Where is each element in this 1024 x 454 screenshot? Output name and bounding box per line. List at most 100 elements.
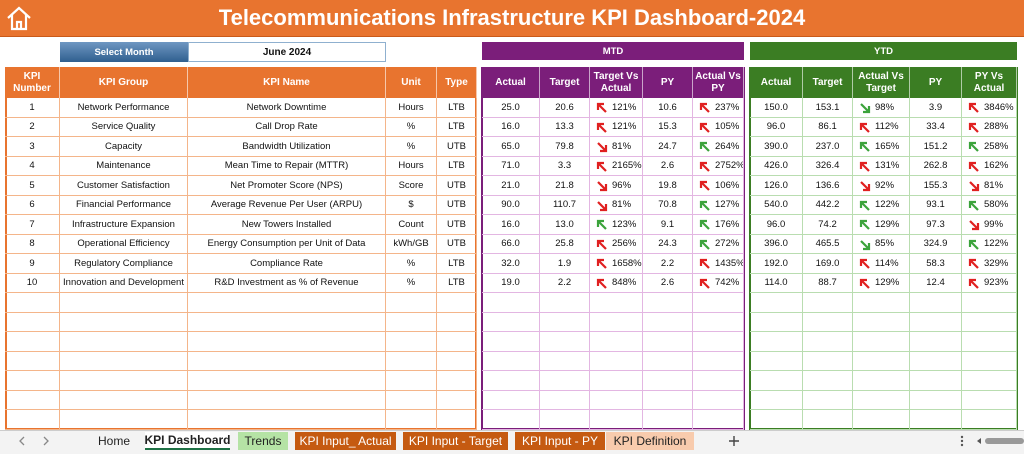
table-cell: 24.3 xyxy=(643,234,693,254)
table-cell: Bandwidth Utilization xyxy=(188,137,386,157)
table-cell: LTB xyxy=(437,117,477,137)
empty-cell xyxy=(590,293,643,313)
table-cell: 390.0 xyxy=(750,137,803,157)
empty-cell xyxy=(750,293,803,313)
empty-cell xyxy=(643,312,693,332)
ytd-header: YTD xyxy=(750,42,1017,60)
scrollbar[interactable] xyxy=(955,434,1024,448)
table-cell: 16.0 xyxy=(482,215,540,235)
table-cell: Count xyxy=(386,215,437,235)
sheet-tab[interactable]: KPI Definition xyxy=(606,432,694,450)
table-cell: Service Quality xyxy=(60,117,188,137)
column-header: Actual xyxy=(750,67,803,98)
status-arrow xyxy=(699,180,710,191)
empty-cell xyxy=(750,351,803,371)
empty-cell xyxy=(60,410,188,430)
table-cell: LTB xyxy=(437,156,477,176)
table-cell: 2.6 xyxy=(643,273,693,293)
table-cell: 2.2 xyxy=(643,254,693,274)
status-arrow xyxy=(969,220,980,231)
empty-cell xyxy=(188,410,386,430)
empty-cell xyxy=(803,410,853,430)
tab-nav[interactable] xyxy=(14,434,54,448)
status-arrow xyxy=(699,141,710,152)
empty-cell xyxy=(188,371,386,391)
empty-cell xyxy=(5,371,60,391)
sheet-tab[interactable]: KPI Dashboard xyxy=(145,432,231,450)
table-cell: 110.7 xyxy=(540,195,590,215)
empty-cell xyxy=(853,293,910,313)
status-arrow xyxy=(968,161,979,172)
table-cell: 272% xyxy=(693,234,744,254)
empty-cell xyxy=(643,390,693,410)
status-arrow xyxy=(699,239,710,250)
select-month[interactable]: June 2024 xyxy=(188,42,386,62)
empty-cell xyxy=(643,351,693,371)
table-cell: New Towers Installed xyxy=(188,215,386,235)
empty-cell xyxy=(60,390,188,410)
table-cell: 8 xyxy=(5,234,60,254)
table-cell: $ xyxy=(386,195,437,215)
title: Telecommunications Infrastructure KPI Da… xyxy=(218,5,806,30)
empty-cell xyxy=(910,293,962,313)
empty-cell xyxy=(60,371,188,391)
table-cell: 848% xyxy=(590,273,643,293)
table-cell: Operational Efficiency xyxy=(60,234,188,254)
home-icon[interactable] xyxy=(5,4,33,32)
add-sheet[interactable] xyxy=(727,434,741,448)
sheet-tab[interactable]: KPI Input - PY xyxy=(515,432,605,450)
column-header: KPI Number xyxy=(5,67,60,98)
table-cell: kWh/GB xyxy=(386,234,437,254)
table-cell: 1658% xyxy=(590,254,643,274)
table-cell: 3.3 xyxy=(540,156,590,176)
empty-cell xyxy=(853,351,910,371)
empty-cell xyxy=(188,312,386,332)
table-cell: 580% xyxy=(962,195,1017,215)
empty-cell xyxy=(437,293,477,313)
table-cell: 13.3 xyxy=(540,117,590,137)
sheet-tab[interactable]: KPI Input - Target xyxy=(403,432,508,450)
table-cell: 90.0 xyxy=(482,195,540,215)
empty-cell xyxy=(60,351,188,371)
empty-cell xyxy=(910,332,962,352)
empty-cell xyxy=(590,351,643,371)
sheet-tab[interactable]: KPI Input_ Actual xyxy=(295,432,396,450)
status-arrow xyxy=(699,219,710,230)
table-cell: LTB xyxy=(437,273,477,293)
table-cell: 92% xyxy=(853,176,910,196)
column-header: Target xyxy=(803,67,853,98)
empty-cell xyxy=(386,410,437,430)
sheet-tab[interactable]: Trends xyxy=(238,432,288,450)
status-arrow xyxy=(968,278,979,289)
table-cell: 2165% xyxy=(590,156,643,176)
empty-cell xyxy=(540,293,590,313)
empty-cell xyxy=(482,293,540,313)
table-cell: % xyxy=(386,273,437,293)
table-cell: Network Performance xyxy=(60,98,188,118)
table-cell: 127% xyxy=(693,195,744,215)
status-arrow xyxy=(859,278,870,289)
table-cell: 81% xyxy=(962,176,1017,196)
empty-cell xyxy=(962,371,1017,391)
empty-cell xyxy=(386,293,437,313)
table-cell: 32.0 xyxy=(482,254,540,274)
table-cell: 192.0 xyxy=(750,254,803,274)
empty-cell xyxy=(540,390,590,410)
table-cell: 9.1 xyxy=(643,215,693,235)
table-cell: Customer Satisfaction xyxy=(60,176,188,196)
table-cell: Innovation and Development xyxy=(60,273,188,293)
select-label: Select Month xyxy=(60,42,188,62)
status-arrow xyxy=(597,200,608,211)
column-header: PY xyxy=(643,67,693,98)
empty-cell xyxy=(188,351,386,371)
status-arrow xyxy=(597,181,608,192)
table-cell: 21.8 xyxy=(540,176,590,196)
empty-cell xyxy=(750,390,803,410)
empty-cell xyxy=(962,351,1017,371)
empty-cell xyxy=(437,312,477,332)
sheet-tab[interactable]: Home xyxy=(98,434,131,448)
table-cell: LTB xyxy=(437,254,477,274)
status-arrow xyxy=(968,239,979,250)
table-cell: 442.2 xyxy=(803,195,853,215)
status-arrow xyxy=(699,102,710,113)
